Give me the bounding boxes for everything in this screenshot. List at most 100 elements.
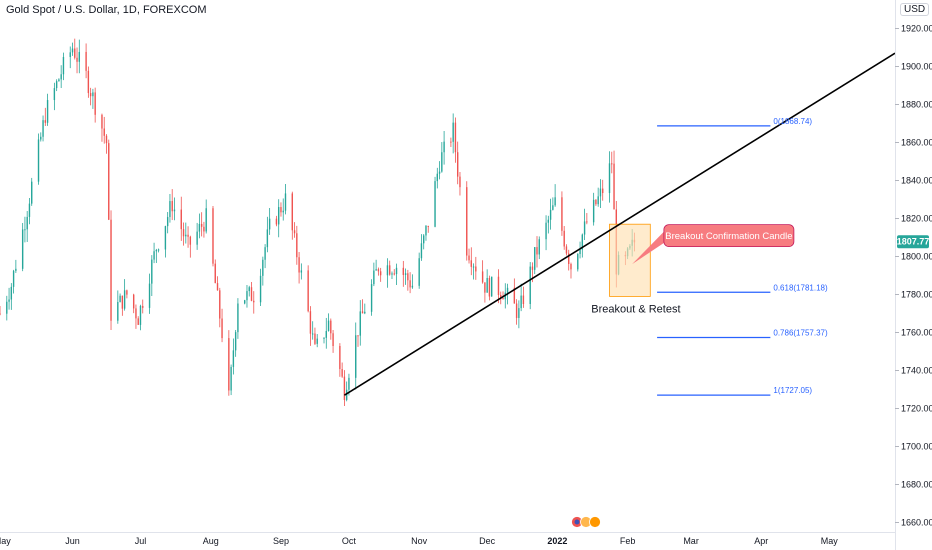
candle-body [438, 171, 441, 174]
x-tick-label: Apr [754, 536, 768, 546]
y-tick-label: 1920.00 [901, 24, 932, 34]
candle-body [291, 193, 293, 231]
candle-body [0, 313, 1, 315]
event-dot-inner [574, 519, 580, 525]
last-price-tag: 1807.77 [897, 235, 929, 249]
candle-body [46, 100, 49, 123]
x-tick-label: Oct [342, 536, 357, 546]
candle-body [443, 141, 445, 153]
candle-body [529, 266, 531, 304]
candle-body [180, 209, 182, 230]
candle-body [85, 51, 87, 71]
candle-body [31, 181, 33, 204]
candle-body [418, 258, 420, 286]
candle-body [155, 249, 158, 252]
y-tick-label: 1800.00 [901, 252, 932, 262]
candle-body [101, 114, 103, 129]
candle-body [500, 294, 502, 298]
candle-body [300, 270, 303, 273]
y-tick-label: 1660.00 [901, 518, 932, 528]
last-price-tag-box [897, 235, 929, 249]
candle-body [250, 287, 253, 301]
candle-body [182, 229, 185, 237]
candle-body [348, 377, 350, 390]
trendline[interactable] [343, 52, 896, 396]
candle-body [393, 273, 395, 275]
candle-body [234, 332, 237, 351]
candle-body [386, 265, 389, 276]
x-tick-label: Dec [479, 536, 496, 546]
candle-body [389, 265, 391, 275]
candle-body [316, 338, 318, 344]
candle-body [343, 376, 346, 400]
candle-body [470, 260, 472, 267]
x-tick-label: May [821, 536, 839, 546]
candle-body [549, 209, 552, 220]
candle-body [253, 300, 255, 303]
candle-body [151, 259, 153, 284]
candle-body [148, 283, 151, 308]
candle-body [325, 330, 327, 338]
candle-body [375, 269, 377, 271]
candle-body [427, 225, 429, 227]
candle-body [506, 287, 509, 293]
candle-body [53, 88, 56, 101]
candle-body [531, 266, 534, 270]
candle-body [123, 290, 126, 309]
price-axis: 1660.00 1680.00 1700.00 1720.00 1740.00 1760.… [895, 24, 932, 528]
candle-body [89, 93, 92, 97]
y-tick-label: 1720.00 [901, 404, 932, 414]
candle-body [434, 181, 436, 227]
candle-body [339, 345, 341, 370]
x-tick-label: Aug [203, 536, 219, 546]
candle-body [196, 231, 198, 245]
candle-body [92, 92, 94, 97]
candle-body [219, 290, 221, 319]
candle-body [307, 270, 309, 312]
candle-body [513, 287, 516, 304]
candle-body [518, 308, 520, 318]
candle-body [259, 275, 262, 303]
candle-body [547, 219, 550, 223]
y-tick-label: 1740.00 [901, 366, 932, 376]
candle-body [565, 246, 568, 254]
candle-body [60, 74, 62, 80]
candle-body [379, 271, 382, 276]
candle-body [21, 229, 24, 269]
events-badge[interactable] [571, 516, 601, 528]
candle-body [108, 143, 110, 220]
candle-body [142, 305, 144, 308]
candle-body [561, 197, 563, 231]
candle-body [40, 136, 42, 140]
y-tick-label: 1860.00 [901, 138, 932, 148]
candle-body [8, 299, 10, 302]
candle-body [26, 216, 28, 230]
candle-body [62, 56, 65, 75]
candle-body [187, 234, 189, 237]
candle-body [357, 335, 359, 337]
candle-body [309, 311, 312, 334]
candle-body [468, 255, 470, 261]
candle-body [586, 221, 588, 223]
candle-body [361, 311, 364, 314]
candle-body [592, 199, 595, 223]
candle-body [452, 122, 454, 142]
candle-body [164, 226, 167, 250]
candle-body [570, 263, 572, 270]
candle-body [268, 218, 271, 230]
candle-body [568, 253, 570, 264]
candle-body [459, 176, 461, 188]
candle-body [355, 335, 357, 378]
callout-box [663, 224, 795, 248]
candle-body [42, 120, 44, 137]
candle-body [595, 199, 597, 205]
breakout-retest-box [609, 223, 651, 297]
candle-body [370, 284, 373, 312]
candle-body [454, 122, 457, 153]
currency-button[interactable]: USD [900, 3, 930, 16]
candle-body [456, 152, 459, 177]
candle-body [121, 295, 124, 309]
y-tick-label: 1820.00 [901, 214, 932, 224]
candle-body [330, 320, 332, 334]
